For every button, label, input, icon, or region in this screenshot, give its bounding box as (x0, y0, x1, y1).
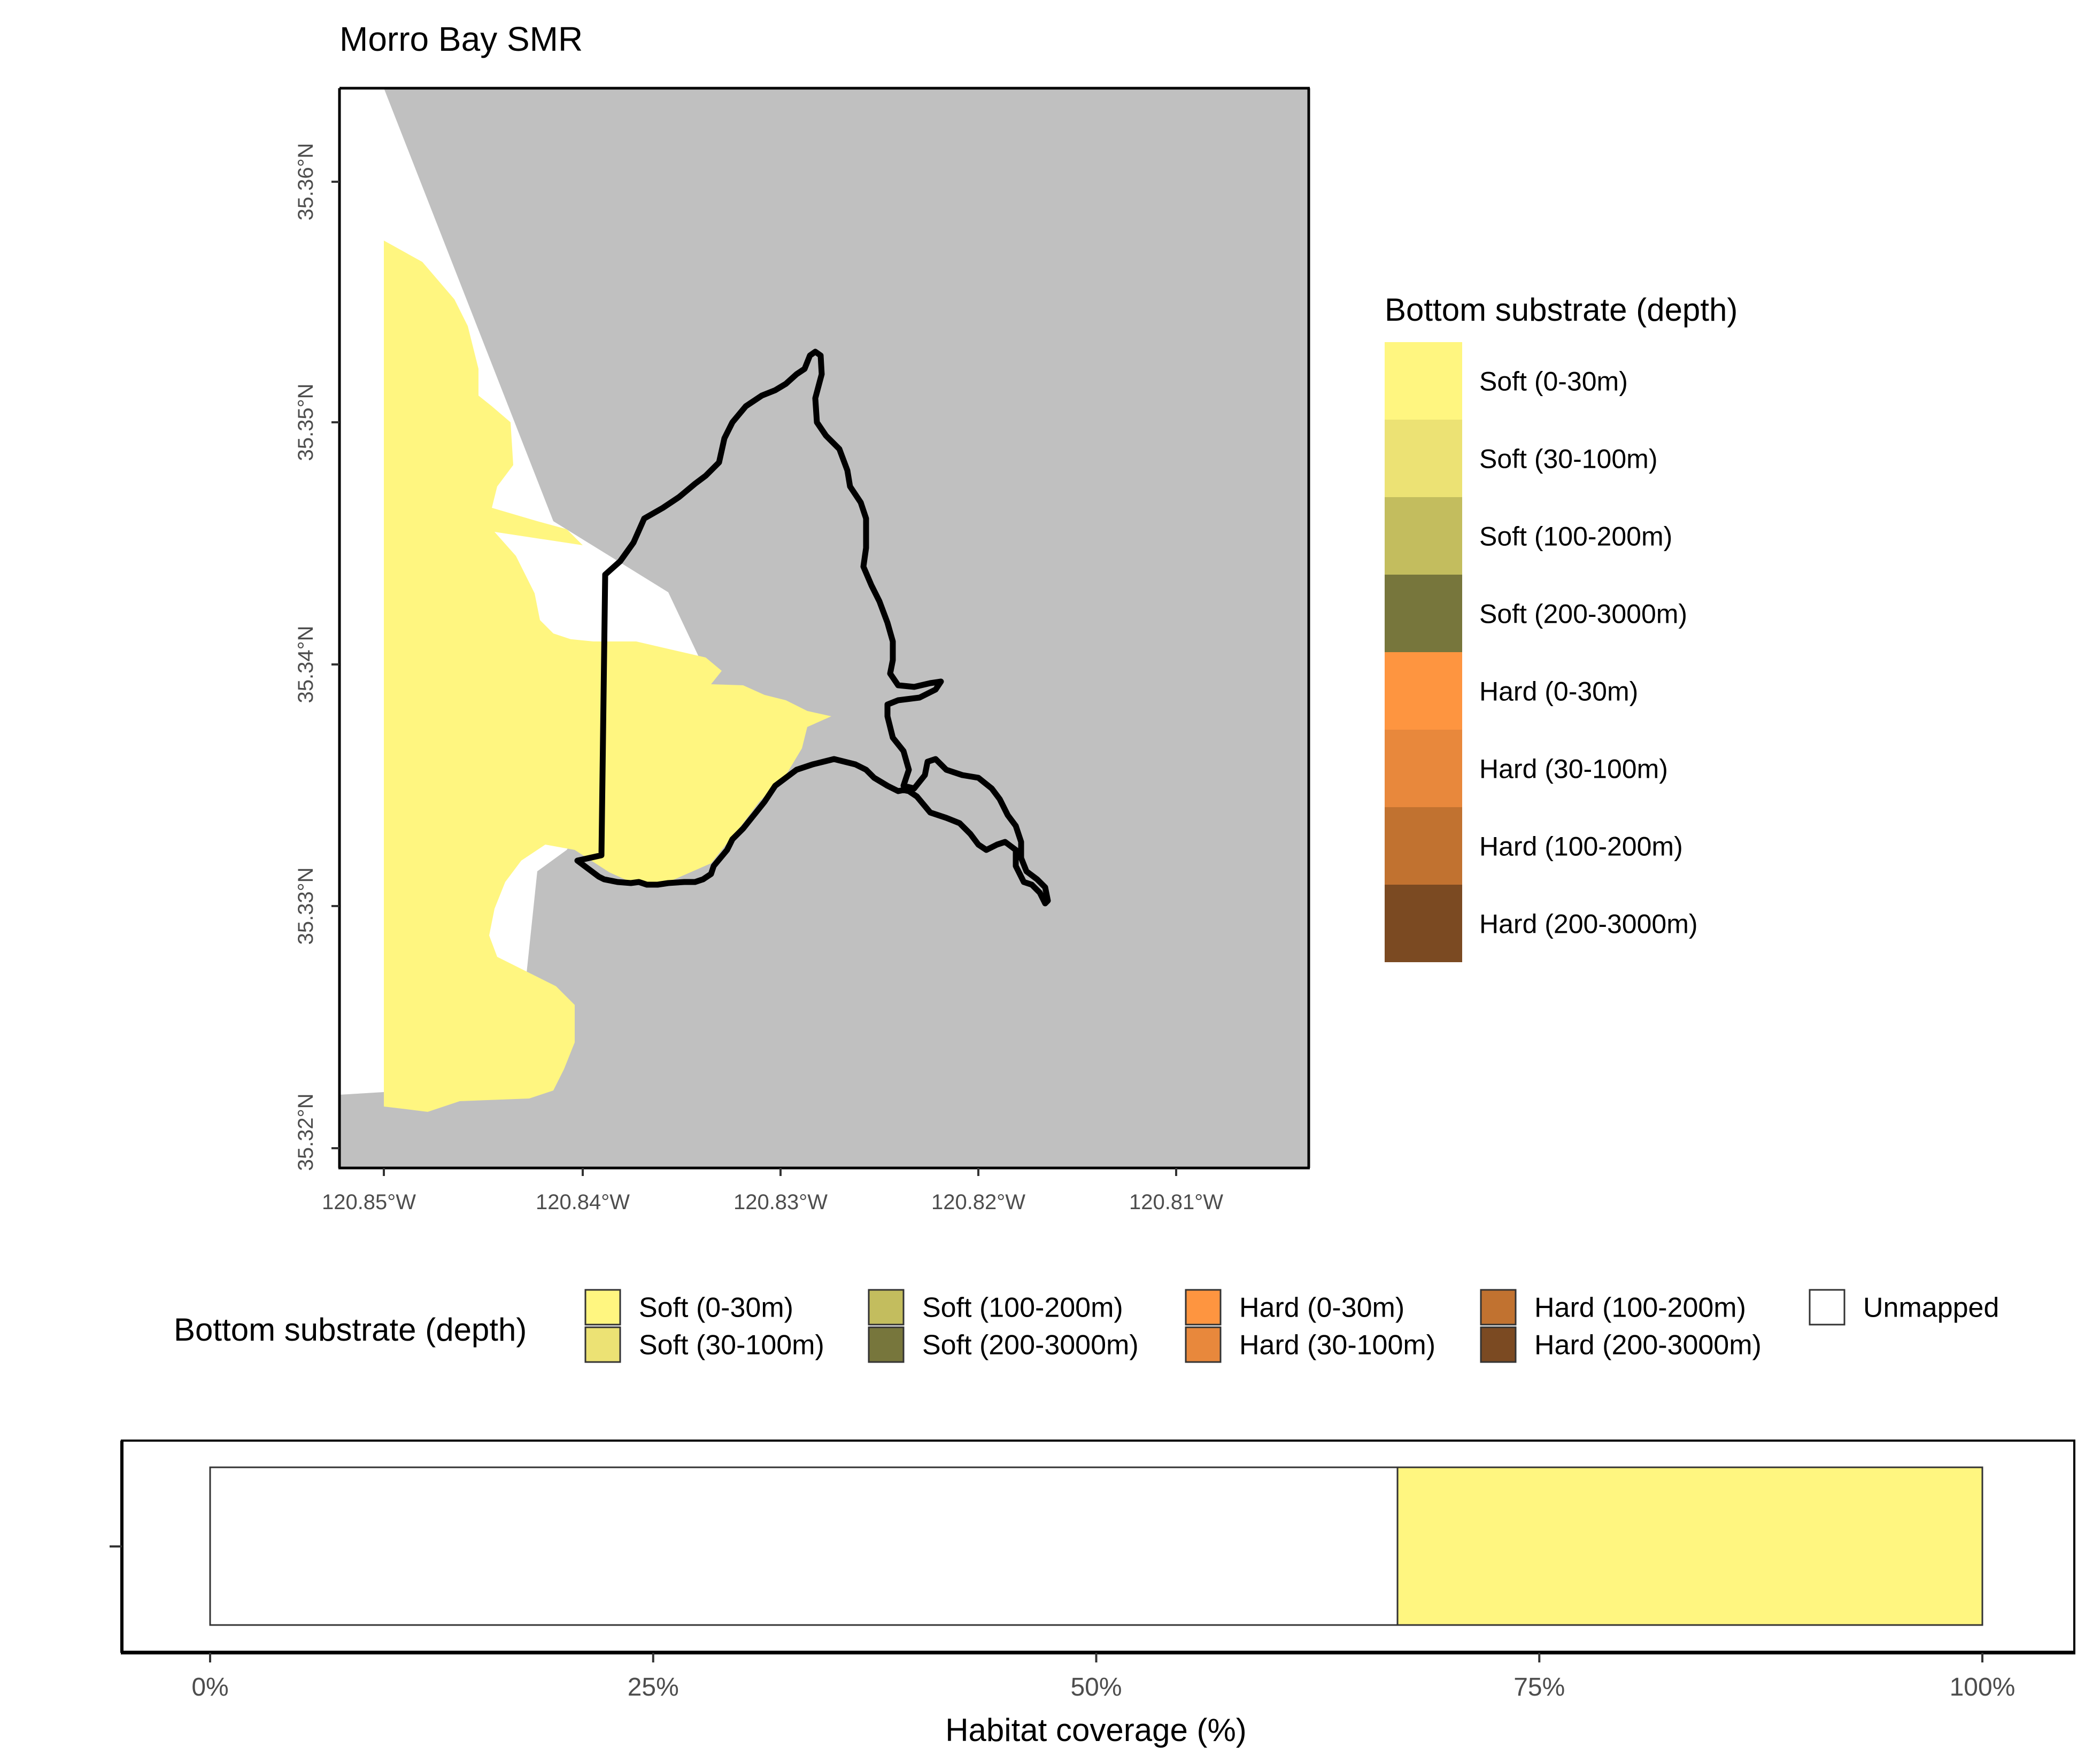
chart-x-tick-label: 75% (1513, 1673, 1565, 1701)
soft-substrate-patch (545, 639, 642, 666)
map-x-ticks (383, 1168, 1177, 1176)
legend-bottom-swatch (1809, 1289, 1845, 1326)
mpa-boundary[interactable] (574, 349, 1051, 907)
x-tick-label: 120.84°W (536, 1190, 630, 1214)
y-tick-label: 35.32°N (294, 1094, 318, 1171)
chart-x-axis-label: Habitat coverage (%) (945, 1712, 1247, 1748)
legend-bottom-label: Hard (30-100m) (1239, 1330, 1435, 1361)
chart-x-tick-label: 50% (1070, 1673, 1122, 1701)
legend-bottom-swatch (1185, 1289, 1222, 1326)
map-panel: 35.36°N 35.35°N 35.34°N 35.33°N 35.32°N … (294, 87, 1310, 1214)
legend-right-swatch (1385, 575, 1462, 652)
legend-right-swatch (1385, 342, 1462, 420)
legend-right-swatch (1385, 885, 1462, 962)
bar-segment-soft-0-30m-[interactable] (1396, 1466, 1983, 1626)
y-tick-label: 35.36°N (294, 143, 318, 221)
legend-right-label: Hard (0-30m) (1479, 677, 1638, 707)
legend-right-swatch (1385, 497, 1462, 575)
legend-bottom-swatch (868, 1326, 905, 1363)
legend-right-label: Soft (30-100m) (1479, 444, 1657, 474)
legend-bottom: Bottom substrate (depth) Soft (0-30m) Sof… (174, 1289, 1999, 1363)
legend-bottom-label: Soft (0-30m) (639, 1293, 793, 1324)
soft-substrate-north (384, 241, 831, 1112)
map-y-ticks (331, 181, 339, 1149)
x-tick-label: 120.85°W (322, 1190, 416, 1214)
coverage-chart: 0% 25% 50% 75% 100% Habitat coverage (%) (110, 1440, 2075, 1748)
legend-right-swatch (1385, 420, 1462, 497)
legend-right-swatch (1385, 807, 1462, 885)
chart-x-tick-label: 100% (1950, 1673, 2016, 1701)
legend-bottom-label: Unmapped (1863, 1293, 1999, 1324)
legend-bottom-swatch (584, 1289, 621, 1326)
legend-bottom-swatch (1185, 1326, 1222, 1363)
legend-right-label: Hard (30-100m) (1479, 754, 1668, 784)
legend-bottom-label: Hard (0-30m) (1239, 1293, 1404, 1324)
legend-right-label: Hard (100-200m) (1479, 832, 1683, 862)
legend-right: Bottom substrate (depth) Soft (0-30m) Sof… (1385, 292, 1738, 962)
x-tick-label: 120.83°W (733, 1190, 828, 1214)
map-title: Morro Bay SMR (339, 20, 583, 58)
chart-x-tick-label: 25% (628, 1673, 679, 1701)
legend-bottom-swatch (1480, 1289, 1517, 1326)
legend-bottom-swatch (584, 1326, 621, 1363)
y-tick-label: 35.34°N (294, 626, 318, 703)
legend-bottom-label: Soft (30-100m) (639, 1330, 824, 1361)
legend-right-label: Hard (200-3000m) (1479, 909, 1698, 939)
bar-segment-unmapped[interactable] (209, 1466, 1399, 1626)
legend-right-label: Soft (0-30m) (1479, 367, 1628, 397)
y-tick-label: 35.35°N (294, 384, 318, 461)
legend-bottom-label: Hard (100-200m) (1534, 1293, 1746, 1324)
x-tick-label: 120.82°W (931, 1190, 1025, 1214)
legend-right-label: Soft (100-200m) (1479, 522, 1672, 552)
x-tick-label: 120.81°W (1129, 1190, 1223, 1214)
legend-right-title: Bottom substrate (depth) (1385, 292, 1738, 328)
legend-bottom-label: Soft (200-3000m) (922, 1330, 1139, 1361)
legend-right-swatch (1385, 652, 1462, 730)
legend-right-label: Soft (200-3000m) (1479, 599, 1687, 629)
legend-bottom-swatch (868, 1289, 905, 1326)
chart-x-tick-label: 0% (191, 1673, 228, 1701)
legend-bottom-label: Soft (100-200m) (922, 1293, 1123, 1324)
legend-bottom-label: Hard (200-3000m) (1534, 1330, 1762, 1361)
y-tick-label: 35.33°N (294, 868, 318, 945)
legend-right-swatch (1385, 730, 1462, 807)
legend-bottom-title: Bottom substrate (depth) (174, 1312, 527, 1348)
legend-bottom-swatch (1480, 1326, 1517, 1363)
